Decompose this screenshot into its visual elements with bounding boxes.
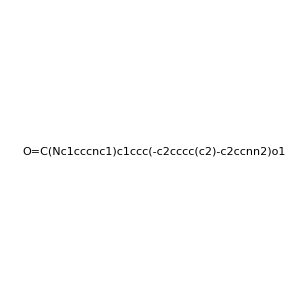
Text: O=C(Nc1cccnc1)c1ccc(-c2cccc(c2)-c2ccnn2)o1: O=C(Nc1cccnc1)c1ccc(-c2cccc(c2)-c2ccnn2)… — [22, 146, 285, 157]
